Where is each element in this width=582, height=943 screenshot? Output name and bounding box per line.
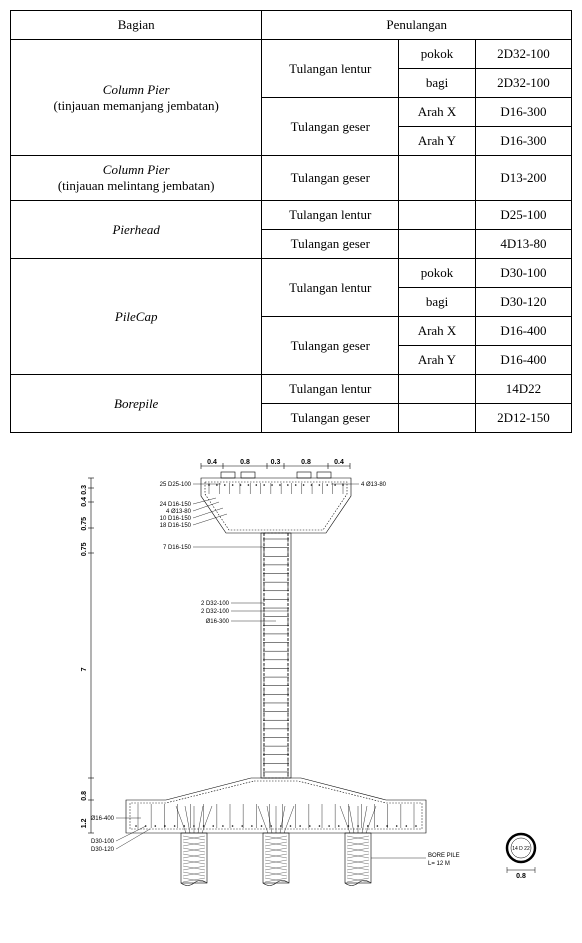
cell-bagian: PileCap	[11, 259, 262, 375]
cell	[399, 156, 476, 201]
pier-diagram: 0.4 0.8 0.3 0.8 0.4 0.3 0.4 0.75 0.75 7 0.8 1.2 25 D…	[10, 453, 572, 933]
penulangan-table: Bagian Penulangan Column Pier (tinjauan …	[10, 10, 572, 433]
svg-text:D30-100: D30-100	[91, 839, 115, 845]
svg-text:0.4: 0.4	[207, 459, 217, 466]
cell: Tulangan geser	[262, 156, 399, 201]
cell: Tulangan lentur	[262, 201, 399, 230]
cell: D16-400	[475, 317, 571, 346]
svg-text:1.2: 1.2	[81, 818, 88, 828]
svg-text:7 D16-150: 7 D16-150	[163, 545, 192, 551]
svg-text:0.8: 0.8	[81, 791, 88, 801]
svg-text:BORE PILE: BORE PILE	[428, 853, 460, 859]
cell: D30-120	[475, 288, 571, 317]
cell: Tulangan geser	[262, 230, 399, 259]
cell	[399, 404, 476, 433]
svg-text:4 Ø13-80: 4 Ø13-80	[361, 482, 387, 488]
svg-text:14 D 22: 14 D 22	[512, 846, 530, 852]
svg-text:7: 7	[81, 667, 88, 671]
label-sub: (tinjauan melintang jembatan)	[58, 178, 215, 193]
svg-text:0.4: 0.4	[334, 459, 344, 466]
cell-bagian: Column Pier (tinjauan melintang jembatan…	[11, 156, 262, 201]
cell: 4D13-80	[475, 230, 571, 259]
cell: D30-100	[475, 259, 571, 288]
svg-text:0.8: 0.8	[516, 873, 526, 880]
cell: D16-400	[475, 346, 571, 375]
cell: bagi	[399, 69, 476, 98]
label-sub: (tinjauan memanjang jembatan)	[54, 98, 219, 113]
cell: D16-300	[475, 98, 571, 127]
cell: Arah X	[399, 98, 476, 127]
cell: D16-300	[475, 127, 571, 156]
svg-text:0.75: 0.75	[81, 517, 88, 531]
cell: 14D22	[475, 375, 571, 404]
svg-text:2 D32-100: 2 D32-100	[201, 609, 230, 615]
cell: Tulangan geser	[262, 404, 399, 433]
cell: D13-200	[475, 156, 571, 201]
svg-text:Ø16-400: Ø16-400	[91, 816, 115, 822]
cell-bagian: Pierhead	[11, 201, 262, 259]
cell: bagi	[399, 288, 476, 317]
label: Column Pier	[103, 82, 170, 97]
cell: Tulangan lentur	[262, 259, 399, 317]
header-penulangan: Penulangan	[262, 11, 572, 40]
svg-text:0.8: 0.8	[301, 459, 311, 466]
cell: 2D12-150	[475, 404, 571, 433]
svg-text:0.4: 0.4	[81, 497, 88, 507]
cell: Tulangan geser	[262, 317, 399, 375]
svg-text:25 D25-100: 25 D25-100	[160, 482, 192, 488]
cell-bagian: Column Pier (tinjauan memanjang jembatan…	[11, 40, 262, 156]
header-bagian: Bagian	[11, 11, 262, 40]
cell: Tulangan lentur	[262, 40, 399, 98]
svg-text:24 D16-150: 24 D16-150	[160, 502, 192, 508]
cell: Arah Y	[399, 346, 476, 375]
cell: D25-100	[475, 201, 571, 230]
svg-text:D30-120: D30-120	[91, 847, 115, 853]
cell: pokok	[399, 259, 476, 288]
svg-text:0.3: 0.3	[271, 459, 281, 466]
pier-svg: 0.4 0.8 0.3 0.8 0.4 0.3 0.4 0.75 0.75 7 0.8 1.2 25 D…	[11, 453, 571, 933]
cell: pokok	[399, 40, 476, 69]
svg-text:4 Ø13-80: 4 Ø13-80	[166, 509, 192, 515]
svg-text:0.75: 0.75	[81, 542, 88, 556]
cell: Arah Y	[399, 127, 476, 156]
svg-text:0.3: 0.3	[81, 485, 88, 495]
svg-text:10 D16-150: 10 D16-150	[160, 516, 192, 522]
svg-text:2 D32-100: 2 D32-100	[201, 601, 230, 607]
svg-text:L= 12 M: L= 12 M	[428, 861, 450, 867]
svg-text:0.8: 0.8	[240, 459, 250, 466]
cell: Tulangan lentur	[262, 375, 399, 404]
cell: 2D32-100	[475, 40, 571, 69]
cell	[399, 230, 476, 259]
cell	[399, 201, 476, 230]
cell: 2D32-100	[475, 69, 571, 98]
cell-bagian: Borepile	[11, 375, 262, 433]
cell: Tulangan geser	[262, 98, 399, 156]
cell: Arah X	[399, 317, 476, 346]
svg-text:Ø16-300: Ø16-300	[206, 619, 230, 625]
svg-text:18 D16-150: 18 D16-150	[160, 523, 192, 529]
cell	[399, 375, 476, 404]
label: Column Pier	[103, 162, 170, 177]
